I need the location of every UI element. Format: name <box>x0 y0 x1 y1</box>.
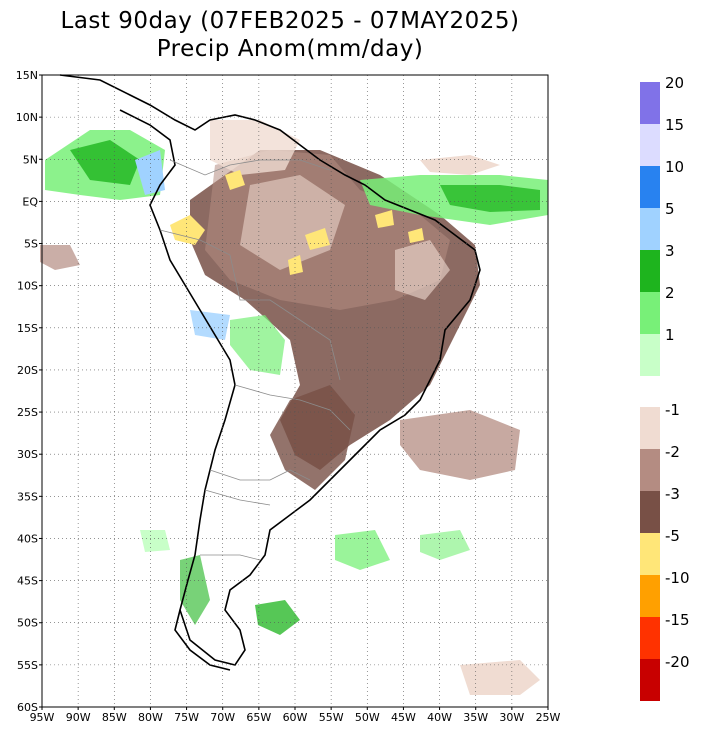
colorbar-swatch <box>640 533 660 575</box>
lat-tick-label: 10N <box>16 111 38 124</box>
colorbar-label: 20 <box>665 74 685 92</box>
longitude-axis: 95W 90W 85W 80W 75W 70W 65W 60W 55W 50W 45W 40W 35W 3… <box>30 707 561 724</box>
lon-tick-label: 70W <box>210 711 235 724</box>
lat-tick-label: 50S <box>17 617 38 630</box>
lon-tick-label: 40W <box>427 711 452 724</box>
colorbar-swatch <box>640 82 660 124</box>
lat-tick-label: 15S <box>17 322 38 335</box>
map-subtitle: Precip Anom(mm/day) <box>156 36 424 62</box>
lon-tick-label: 65W <box>246 711 271 724</box>
lon-tick-label: 55W <box>319 711 344 724</box>
lon-tick-label: 80W <box>138 711 163 724</box>
lat-tick-label: 55S <box>17 659 38 672</box>
colorbar-swatch <box>640 292 660 334</box>
colorbar-swatch <box>640 659 660 701</box>
colorbar-swatch <box>640 334 660 376</box>
colorbar-swatch <box>640 208 660 250</box>
colorbar-label: 1 <box>665 326 675 344</box>
colorbar-label: 15 <box>665 116 685 134</box>
country-borders <box>159 159 351 561</box>
colorbar-label: -15 <box>665 611 690 629</box>
lon-tick-label: 50W <box>355 711 380 724</box>
lat-tick-label: 20S <box>17 364 38 377</box>
lon-tick-label: 75W <box>174 711 199 724</box>
lat-tick-label: 10S <box>17 280 38 293</box>
colorbar-label: 10 <box>665 158 685 176</box>
lat-tick-label: 5N <box>23 153 38 166</box>
lon-tick-label: 95W <box>30 711 55 724</box>
lat-tick-label: 45S <box>17 575 38 588</box>
colorbar-swatch <box>640 407 660 449</box>
lon-tick-label: 25W <box>536 711 561 724</box>
colorbar-swatch <box>640 250 660 292</box>
latitude-axis: 15N 10N 5N EQ 5S 10S 15S 20S 25S 30S 35S 40S 45S 50S 5… <box>16 69 42 714</box>
lat-tick-label: 15N <box>16 69 38 82</box>
colorbar-swatch <box>640 166 660 208</box>
lat-lon-grid <box>42 75 548 707</box>
colorbar-swatch <box>640 617 660 659</box>
lon-tick-label: 85W <box>102 711 127 724</box>
colorbar-swatch <box>640 124 660 166</box>
colorbar-label: 5 <box>665 200 675 218</box>
lat-tick-label: 60S <box>17 701 38 714</box>
lat-tick-label: 35S <box>17 490 38 503</box>
lat-tick-label: 5S <box>24 238 38 251</box>
coastline <box>59 74 481 671</box>
colorbar-label: -5 <box>665 527 680 545</box>
lon-tick-label: 45W <box>391 711 416 724</box>
lat-tick-label: 30S <box>17 448 38 461</box>
colorbar-swatch <box>640 575 660 617</box>
colorbar-label: 2 <box>665 284 675 302</box>
lat-tick-label: 40S <box>17 532 38 545</box>
colorbar-label: -20 <box>665 653 690 671</box>
lon-tick-label: 35W <box>463 711 488 724</box>
colorbar-label: -10 <box>665 569 690 587</box>
map-title: Last 90day (07FEB2025 - 07MAY2025) <box>60 8 520 34</box>
lat-tick-label: EQ <box>22 195 38 208</box>
lon-tick-label: 90W <box>66 711 91 724</box>
colorbar-swatch <box>640 491 660 533</box>
colorbar-label: -3 <box>665 485 680 503</box>
lon-tick-label: 60W <box>283 711 308 724</box>
lon-tick-label: 30W <box>499 711 524 724</box>
colorbar-label: -1 <box>665 401 680 419</box>
colorbar-label: -2 <box>665 443 680 461</box>
lat-tick-label: 25S <box>17 406 38 419</box>
colorbar-label: 3 <box>665 242 675 260</box>
colorbar-swatch <box>640 449 660 491</box>
anomaly-shading <box>40 120 548 695</box>
